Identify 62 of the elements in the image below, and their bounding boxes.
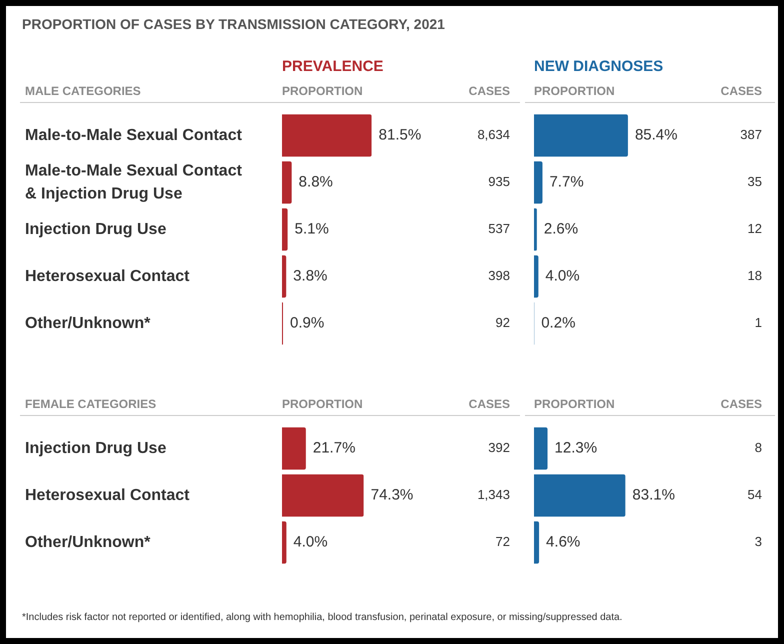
data-label: 7.7%	[549, 174, 584, 191]
text: 35	[748, 174, 762, 190]
chart-subtitle: PREVALENCE	[282, 58, 384, 75]
data-label: 2.6%	[544, 220, 578, 238]
x-axis-title: PROPORTION	[534, 397, 615, 411]
y-tick-label: Male-to-Male Sexual Contact & Injection Drug Use	[25, 162, 243, 202]
data-label: 74.3%	[370, 486, 414, 504]
bar	[534, 208, 537, 251]
y-tick-label: Injection Drug Use	[25, 440, 166, 457]
text: 92	[496, 315, 510, 330]
chart-title: PROPORTION OF CASES BY TRANSMISSION CATEGORY, 2021	[22, 16, 445, 32]
bar	[534, 255, 538, 298]
data-label: 8.8%	[298, 174, 333, 191]
text: 3	[754, 534, 762, 550]
text: 387	[740, 127, 762, 142]
y-tick-label: Injection Drug Use	[25, 220, 166, 238]
data-label: 81.5%	[378, 126, 422, 144]
data-label: 4.6%	[546, 534, 580, 551]
text: CASES	[468, 84, 510, 98]
text: CASES	[720, 84, 762, 98]
data-label: 0.9%	[290, 314, 324, 332]
data-label: 4.0%	[293, 534, 328, 551]
text: 392	[488, 440, 510, 456]
bar	[534, 114, 628, 157]
y-tick-label: Heterosexual Contact	[25, 268, 190, 285]
bar	[282, 161, 292, 204]
bar	[282, 255, 286, 298]
y-tick-label: Heterosexual Contact	[25, 486, 190, 504]
text: 398	[488, 268, 510, 284]
text: CASES	[468, 397, 510, 411]
x-axis-title: PROPORTION	[282, 397, 363, 411]
data-label: 4.0%	[545, 268, 580, 285]
text: 935	[488, 174, 510, 190]
text: 1	[754, 315, 762, 330]
data-label: 0.2%	[541, 314, 576, 332]
data-label: 83.1%	[632, 486, 675, 504]
text: 8,634	[477, 127, 510, 142]
text: CASES	[720, 397, 762, 411]
bar	[282, 114, 372, 157]
text: 18	[748, 268, 762, 284]
data-label: 5.1%	[294, 220, 329, 238]
bar	[534, 161, 542, 204]
text: 8	[754, 440, 762, 456]
chart-subtitle: NEW DIAGNOSES	[534, 58, 664, 75]
y-axis-title: MALE CATEGORIES	[25, 84, 141, 98]
x-axis-title: PROPORTION	[282, 84, 363, 98]
text: 54	[748, 487, 762, 502]
y-tick-label: Other/Unknown*	[25, 314, 152, 332]
x-axis-title: PROPORTION	[534, 84, 615, 98]
text: *Includes risk factor not reported or identified, along with hemophilia, blood transfusion, perinatal exposure, or missing/suppressed data.	[22, 612, 622, 623]
data-label: 85.4%	[634, 126, 678, 144]
text: 537	[488, 221, 510, 236]
data-label: 3.8%	[293, 268, 328, 285]
y-tick-label: Male-to-Male Sexual Contact	[25, 126, 243, 144]
bar	[282, 208, 288, 251]
y-axis-title: FEMALE CATEGORIES	[25, 397, 156, 411]
y-tick-label: Other/Unknown*	[25, 534, 152, 551]
data-label: 21.7%	[312, 440, 356, 457]
text: 72	[496, 534, 510, 550]
text: 1,343	[477, 487, 510, 502]
text: 12	[748, 221, 762, 236]
data-label: 12.3%	[554, 440, 598, 457]
